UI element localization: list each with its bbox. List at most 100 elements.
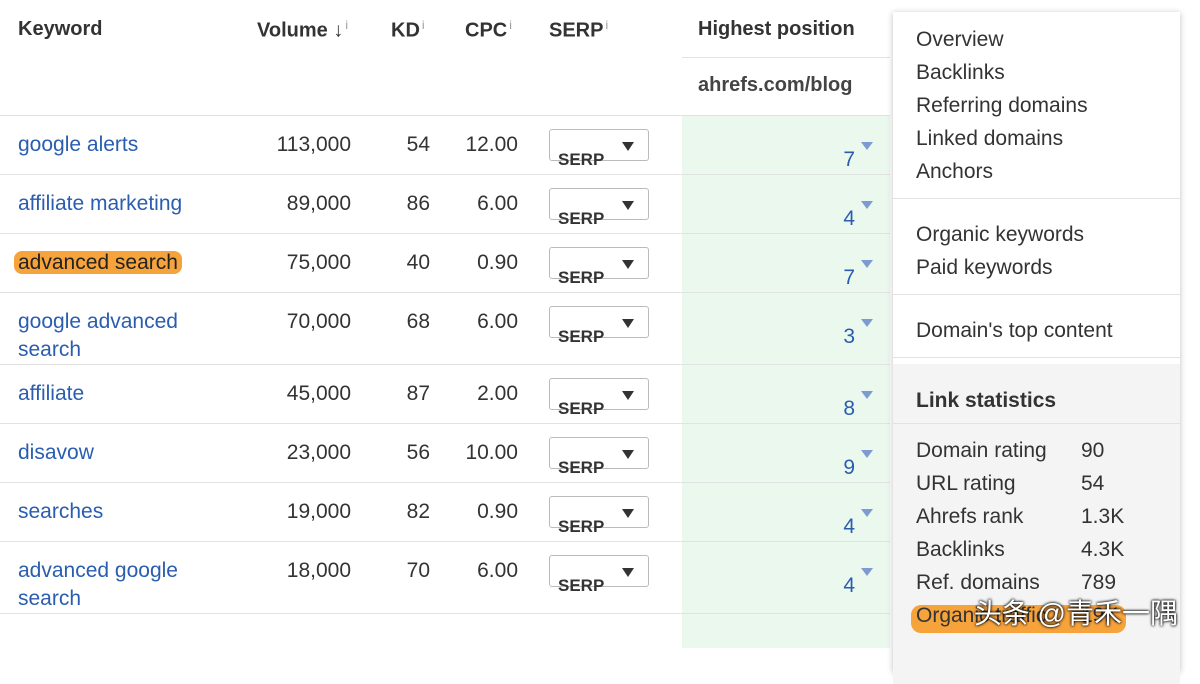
menu-item[interactable]: Linked domains [916, 127, 1064, 150]
keyword-link[interactable]: google alerts [18, 133, 139, 156]
stat-label: URL rating [916, 472, 1016, 495]
keyword-link[interactable]: searches [18, 500, 104, 523]
header-text: Volume [257, 19, 328, 42]
volume-cell: 19,000 [286, 500, 351, 523]
serp-button[interactable]: SERP [549, 437, 649, 477]
serp-button[interactable]: SERP [549, 129, 649, 169]
stat-value: 789 [1081, 571, 1117, 594]
stat-label: Organic traffic [916, 604, 1047, 627]
menu-item[interactable]: Anchors [916, 160, 994, 183]
keyword-link[interactable]: disavow [18, 441, 94, 464]
divider [893, 357, 1180, 358]
cpc-cell: 0.90 [477, 500, 518, 523]
position-value[interactable]: 3 [843, 308, 873, 351]
stat-value: 19K [1081, 604, 1119, 627]
subheader: ahrefs.com/blog [698, 74, 853, 96]
header-volume[interactable]: Volume ↓ i [257, 18, 348, 43]
menu-item[interactable]: Referring domains [916, 94, 1088, 117]
header-kd[interactable]: KD i [391, 18, 425, 43]
menu-item[interactable]: Backlinks [916, 61, 1005, 84]
table-body: google alerts 113,000 54 12.00 SERP 7 affiliat… [0, 115, 890, 614]
serp-button[interactable]: SERP [549, 306, 649, 346]
info-icon: i [345, 18, 348, 32]
position-value[interactable]: 4 [843, 498, 873, 541]
header-text: CPC [465, 19, 508, 42]
keyword-link[interactable]: advanced search [14, 251, 182, 274]
header-text: SERP [549, 19, 604, 42]
kd-cell: 40 [406, 251, 430, 274]
info-icon: i [421, 18, 425, 32]
kd-cell: 56 [406, 441, 430, 464]
watermark: 头条 @青禾一隅 [973, 598, 1178, 629]
keyword-cell: affiliate [0, 365, 218, 423]
table-row: advanced search 75,000 40 0.90 SERP 7 [0, 233, 890, 292]
info-icon: i [605, 18, 609, 32]
volume-cell: 70,000 [286, 310, 351, 333]
volume-cell: 23,000 [286, 441, 351, 464]
keyword-link[interactable]: affiliate [18, 382, 85, 405]
kd-cell: 68 [406, 310, 430, 333]
volume-cell: 18,000 [286, 559, 351, 582]
keyword-cell: advanced google search [0, 542, 218, 613]
stat-label: Domain rating [916, 439, 1047, 462]
info-icon: i [509, 18, 512, 32]
menu-item[interactable]: Paid keywords [916, 256, 1053, 279]
volume-cell: 89,000 [286, 192, 351, 215]
serp-button[interactable]: SERP [549, 496, 649, 536]
keyword-cell: searches [0, 483, 218, 541]
kd-cell: 82 [406, 500, 430, 523]
volume-cell: 113,000 [276, 133, 351, 156]
header-serp: SERP i [549, 18, 608, 43]
cpc-cell: 12.00 [465, 133, 518, 156]
table-row: google alerts 113,000 54 12.00 SERP 7 [0, 115, 890, 174]
keyword-link[interactable]: google advanced search [18, 310, 178, 361]
divider [893, 423, 1180, 424]
keyword-cell: disavow [0, 424, 218, 482]
keyword-cell: google alerts [0, 116, 218, 174]
position-value[interactable]: 7 [843, 131, 873, 174]
stat-label: Ref. domains [916, 571, 1040, 594]
keyword-cell: affiliate marketing [0, 175, 218, 233]
serp-button[interactable]: SERP [549, 555, 649, 595]
cpc-cell: 10.00 [465, 441, 518, 464]
table-row: searches 19,000 82 0.90 SERP 4 [0, 482, 890, 541]
position-value[interactable]: 7 [843, 249, 873, 292]
context-menu: Overview Backlinks Referring domains Linked… [893, 12, 1180, 684]
serp-button[interactable]: SERP [549, 378, 649, 418]
kd-cell: 86 [406, 192, 430, 215]
position-value[interactable]: 9 [843, 439, 873, 482]
position-value[interactable]: 4 [843, 190, 873, 233]
menu-item[interactable]: Organic keywords [916, 223, 1085, 246]
serp-button[interactable]: SERP [549, 247, 649, 287]
cpc-cell: 6.00 [477, 192, 518, 215]
keyword-cell: advanced search [0, 234, 218, 292]
cpc-cell: 2.00 [477, 382, 518, 405]
stat-value: 1.3K [1081, 505, 1125, 528]
kd-cell: 70 [406, 559, 430, 582]
sort-indicator: ↓ [333, 19, 344, 42]
keyword-cell: google advanced search [0, 293, 218, 364]
keyword-link[interactable]: advanced google search [18, 559, 178, 610]
highlight [911, 605, 1126, 633]
divider [893, 294, 1180, 295]
header-text: KD [391, 19, 420, 42]
stat-value: 4.3K [1081, 538, 1125, 561]
keyword-link[interactable]: affiliate marketing [18, 192, 183, 215]
stat-value: 90 [1081, 439, 1105, 462]
header-position: Highest position [698, 18, 855, 40]
table-row: affiliate 45,000 87 2.00 SERP 8 [0, 364, 890, 423]
cpc-cell: 6.00 [477, 559, 518, 582]
menu-item[interactable]: Domain's top content [916, 319, 1113, 342]
menu-item[interactable]: Overview [916, 28, 1004, 51]
stat-label: Backlinks [916, 538, 1005, 561]
page: Keyword Volume ↓ i KD i CPC i SERP i Highest… [0, 18, 1180, 684]
position-value[interactable]: 4 [843, 557, 873, 600]
position-value[interactable]: 8 [843, 380, 873, 423]
stat-label: Ahrefs rank [916, 505, 1024, 528]
cpc-cell: 0.90 [477, 251, 518, 274]
table-row: affiliate marketing 89,000 86 6.00 SERP 4 [0, 174, 890, 233]
header-keyword: Keyword [18, 18, 103, 40]
header-cpc[interactable]: CPC i [465, 18, 512, 43]
serp-button[interactable]: SERP [549, 188, 649, 228]
table-row: disavow 23,000 56 10.00 SERP 9 [0, 423, 890, 482]
